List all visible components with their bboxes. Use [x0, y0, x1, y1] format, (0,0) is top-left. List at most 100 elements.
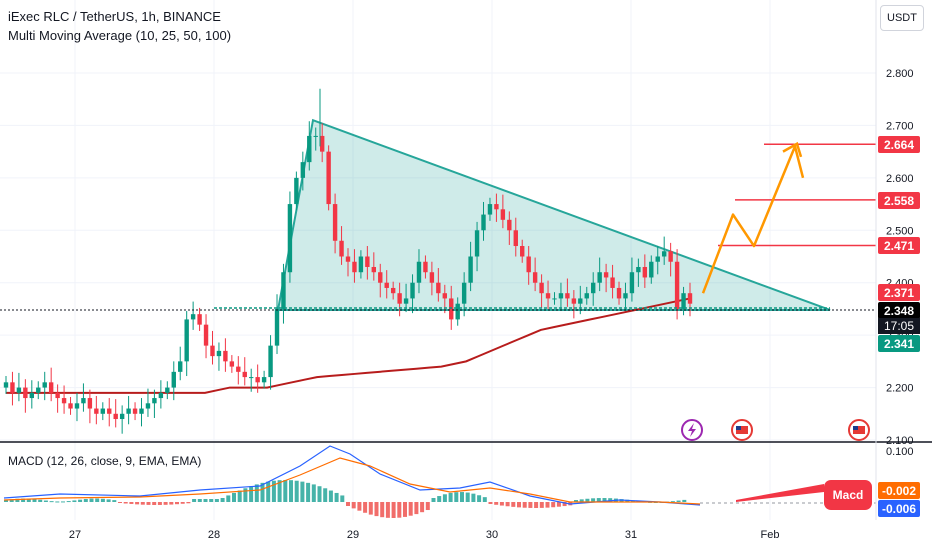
indicator-label[interactable]: Multi Moving Average (10, 25, 50, 100): [8, 28, 232, 43]
macd-histogram-bar: [180, 502, 185, 504]
macd-histogram-bar: [334, 492, 339, 502]
candle-body: [384, 282, 389, 288]
candle-body: [158, 392, 164, 399]
x-tick-label: 31: [625, 529, 637, 541]
macd-histogram-bar: [169, 502, 174, 505]
macd-histogram-bar: [289, 480, 293, 502]
candle-body: [571, 298, 577, 304]
macd-histogram-bar: [21, 498, 26, 502]
candle-body: [378, 272, 383, 283]
macd-histogram-bar: [209, 499, 214, 502]
y-tick-label: 2.600: [886, 173, 914, 185]
candle-body: [326, 151, 331, 205]
macd-histogram-bar: [112, 500, 117, 502]
candle-body: [261, 377, 267, 383]
candle-body: [397, 293, 402, 304]
candle-body: [171, 371, 176, 388]
candle-body: [416, 261, 422, 283]
candle-body: [307, 135, 312, 163]
macd-histogram-bar: [220, 498, 225, 502]
candle-body: [565, 293, 570, 299]
macd-histogram-bar: [214, 499, 219, 502]
macd-histogram-bar: [534, 502, 539, 508]
macd-histogram-bar: [380, 502, 385, 518]
macd-histogram-bar: [106, 499, 111, 502]
macd-histogram-bar: [9, 499, 14, 502]
projection-arrowhead: [782, 141, 803, 158]
candle-body: [223, 350, 228, 362]
macd-histogram-bar: [118, 502, 122, 503]
macd-histogram-bar: [83, 499, 88, 502]
macd-histogram-bar: [591, 498, 596, 502]
macd-line: [3, 445, 701, 506]
us-flag-icon: [853, 426, 865, 434]
macd-histogram-bar: [78, 499, 83, 502]
candle-body: [268, 345, 273, 378]
candle-body: [661, 251, 667, 257]
moving-average-line: [6, 297, 691, 394]
candle-body: [365, 256, 370, 267]
candle-body: [610, 277, 615, 288]
candle-body: [623, 293, 628, 299]
candle-body: [545, 293, 551, 299]
candle-body: [61, 398, 67, 404]
macd-histogram-bar: [545, 502, 550, 508]
macd-annotation[interactable]: Macd: [824, 480, 872, 510]
macd-histogram-bar: [72, 500, 77, 502]
macd-histogram-bar: [448, 492, 453, 502]
macd-histogram-bar: [431, 498, 436, 502]
macd-histogram-bar: [61, 501, 65, 503]
candle-body: [345, 256, 351, 262]
macd-histogram-bar: [511, 502, 516, 507]
macd-histogram-bar: [397, 502, 402, 518]
candle-body: [319, 135, 325, 152]
macd-histogram-bar: [135, 502, 140, 505]
lightning-icon: [688, 423, 696, 437]
candle-body: [332, 204, 338, 241]
macd-label[interactable]: MACD (12, 26, close, 9, EMA, EMA): [8, 454, 202, 468]
candle-body: [281, 272, 286, 309]
macd-histogram-bar: [368, 502, 373, 515]
y-tick-label: 2.100: [886, 435, 914, 447]
macd-histogram-bar: [306, 482, 311, 502]
candle-body: [242, 371, 247, 378]
candle-body: [190, 314, 196, 320]
macd-histogram-bar: [140, 502, 145, 505]
macd-histogram-bar: [249, 486, 254, 502]
macd-histogram-bar: [425, 502, 430, 511]
candle-body: [313, 135, 318, 137]
candle-body: [358, 256, 364, 273]
currency-button[interactable]: USDT: [880, 5, 924, 31]
macd-histogram-bar: [89, 498, 94, 502]
macd-histogram-bar: [471, 493, 476, 502]
macd-histogram-bar: [682, 499, 687, 502]
candle-body: [410, 282, 415, 299]
macd-histogram-bar: [374, 502, 379, 517]
macd-histogram-bar: [55, 501, 60, 503]
macd-histogram-bar: [197, 499, 202, 502]
macd-histogram-bar: [420, 502, 425, 513]
macd-histogram-bar: [608, 498, 613, 502]
macd-histogram-bar: [517, 502, 521, 508]
candle-body: [152, 398, 157, 404]
macd-histogram-bar: [15, 498, 20, 502]
macd-histogram-bar: [328, 490, 333, 502]
candle-body: [210, 345, 215, 357]
price-tag-2664: 2.664: [878, 136, 920, 153]
candle-body: [649, 261, 654, 278]
candle-body: [591, 282, 596, 294]
chart-title: iExec RLC / TetherUS, 1h, BINANCE: [8, 9, 221, 24]
macd-histogram-bar: [414, 502, 419, 515]
macd-histogram-bar: [579, 499, 584, 502]
candle-body: [636, 266, 641, 273]
candle-body: [449, 298, 454, 320]
macd-histogram-bar: [351, 502, 356, 509]
x-tick-label: 28: [208, 529, 220, 541]
macd-histogram-bar: [95, 498, 100, 502]
macd-histogram-bar: [49, 501, 54, 503]
y-tick-label: 2.700: [886, 120, 914, 132]
candle-body: [287, 204, 293, 273]
price-tag-2471: 2.471: [878, 237, 920, 254]
